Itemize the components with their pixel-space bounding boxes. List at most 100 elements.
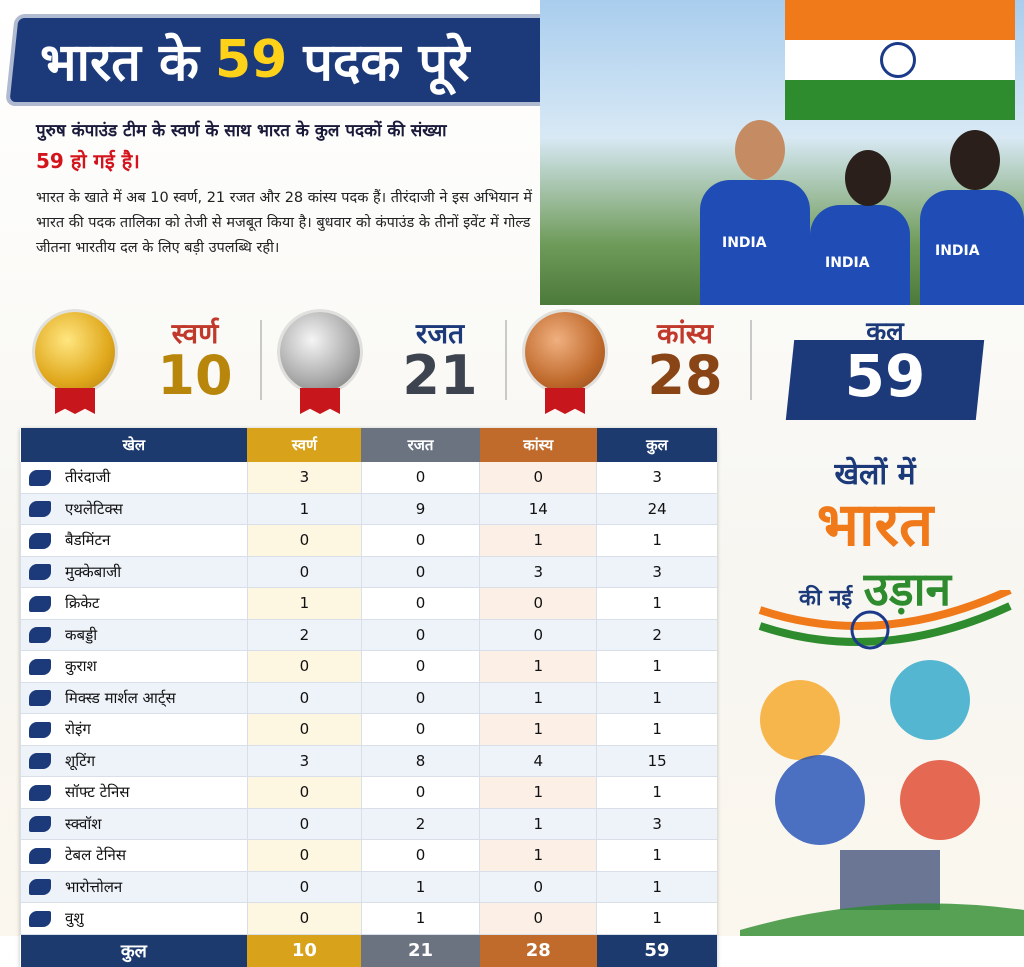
count-cell: 1: [479, 776, 597, 809]
count-cell: 1: [479, 839, 597, 872]
count-cell: 0: [360, 682, 480, 714]
sport-cell: मुक्केबाजी: [20, 556, 248, 588]
jersey-label: INDIA: [935, 243, 980, 259]
lead-highlight: 59 हो गई है।: [36, 149, 140, 173]
count-cell: 0: [246, 839, 362, 872]
count-cell: 3: [596, 556, 717, 588]
table-row: भारोत्तोलन 0 1 0 1: [20, 871, 717, 903]
sports-illustration: [740, 590, 1024, 936]
column-header: कांस्य: [479, 428, 597, 462]
sport-name: कुराश: [65, 657, 97, 676]
count-cell: 0: [360, 650, 480, 683]
count-cell: 1: [596, 682, 717, 714]
sport-icon: [29, 910, 51, 927]
ribbon: [300, 388, 340, 414]
figure: [890, 660, 970, 740]
sport-icon: [29, 595, 51, 612]
sport-icon: [29, 784, 51, 801]
count-cell: 3: [479, 556, 597, 588]
sport-cell: कबड्डी: [20, 619, 248, 651]
count-cell: 0: [360, 556, 480, 588]
total-cell: 28: [479, 934, 597, 967]
count-cell: 3: [596, 808, 717, 840]
table-row: कबड्डी 2 0 0 2: [20, 619, 717, 651]
archer: [700, 180, 810, 305]
sport-cell: मिक्स्ड मार्शल आर्ट्स: [20, 682, 248, 714]
archer: [810, 205, 910, 305]
column-header: कुल: [596, 428, 717, 462]
count-cell: 0: [479, 871, 597, 903]
sport-cell: शूटिंग: [20, 745, 248, 777]
count-cell: 0: [360, 462, 480, 494]
count-cell: 2: [360, 808, 480, 840]
body-text: भारत के खाते में अब 10 स्वर्ण, 21 रजत और…: [36, 190, 533, 256]
sport-cell: सॉफ्ट टेनिस: [20, 776, 248, 809]
medal-count: 21: [402, 344, 478, 407]
title-number: 59: [214, 30, 288, 90]
sport-icon: [29, 847, 51, 864]
count-cell: 1: [479, 650, 597, 683]
count-cell: 1: [479, 682, 597, 714]
header-row: खेल स्वर्ण रजत कांस्य कुल: [20, 428, 717, 462]
count-cell: 8: [360, 745, 480, 777]
slogan-line: खेलों में: [834, 457, 916, 492]
head: [950, 130, 1000, 190]
count-cell: 3: [246, 745, 362, 777]
slogan: खेलों में भारत की नई उड़ान: [740, 452, 1010, 619]
table-row: क्रिकेट 1 0 0 1: [20, 587, 717, 620]
count-cell: 9: [360, 493, 480, 525]
table-row: वुशु 0 1 0 1: [20, 902, 717, 935]
swoosh: [758, 590, 1012, 630]
sport-cell: भारोत्तोलन: [20, 871, 248, 903]
table-body: तीरंदाजी 3 0 0 3 एथलेटिक्स 1 9 14 24 बैडमिंटन 0 0 1 1 म…: [20, 462, 717, 935]
figure: [900, 760, 980, 840]
medal-count: 10: [157, 344, 233, 407]
sport-cell: तीरंदाजी: [20, 462, 248, 494]
count-cell: 0: [246, 808, 362, 840]
count-cell: 1: [596, 587, 717, 620]
count-cell: 0: [246, 650, 362, 683]
medal-table: खेल स्वर्ण रजत कांस्य कुल तीरंदाजी 3 0 0 3 एथलेटि…: [20, 428, 717, 967]
medal: [280, 312, 360, 392]
count-cell: 0: [246, 713, 362, 746]
sport-name: सॉफ्ट टेनिस: [65, 783, 130, 802]
table-row: मिक्स्ड मार्शल आर्ट्स 0 0 1 1: [20, 682, 717, 714]
sport-icon: [29, 721, 51, 738]
head: [735, 120, 785, 180]
sport-icon: [29, 532, 51, 549]
sport-name: स्क्वॉश: [65, 814, 102, 833]
swoosh: [740, 903, 1024, 936]
separator: [260, 320, 262, 400]
count-cell: 1: [596, 524, 717, 557]
total-cell: कुल: [20, 934, 248, 967]
sport-cell: रोइंग: [20, 713, 248, 746]
sport-icon: [29, 627, 51, 644]
sport-cell: क्रिकेट: [20, 587, 248, 620]
count-cell: 1: [596, 776, 717, 809]
table-row: तीरंदाजी 3 0 0 3: [20, 462, 717, 494]
count-cell: 1: [479, 808, 597, 840]
count-cell: 0: [360, 524, 480, 557]
table-row: टेबल टेनिस 0 0 1 1: [20, 839, 717, 872]
archers-photo: INDIA INDIA INDIA: [540, 0, 1024, 305]
sport-icon: [29, 658, 51, 675]
table-row: एथलेटिक्स 1 9 14 24: [20, 493, 717, 525]
table-row: सॉफ्ट टेनिस 0 0 1 1: [20, 776, 717, 809]
count-cell: 2: [596, 619, 717, 651]
count-cell: 15: [596, 745, 717, 777]
count-cell: 1: [596, 902, 717, 935]
column-header: रजत: [361, 428, 480, 462]
title-part: पदक पूरे: [303, 32, 470, 93]
total-label: कुल: [866, 317, 904, 347]
total-cell: 21: [361, 934, 480, 967]
flag-saffron: [785, 0, 1015, 40]
ribbon: [55, 388, 95, 414]
table-row: शूटिंग 3 8 4 15: [20, 745, 717, 777]
sport-name: कबड्डी: [65, 625, 98, 644]
chakra: [880, 42, 916, 78]
count-cell: 0: [479, 587, 597, 620]
sport-name: बैडमिंटन: [65, 531, 111, 550]
total-row: कुल 10 21 28 59: [20, 934, 717, 967]
count-cell: 0: [479, 462, 597, 494]
